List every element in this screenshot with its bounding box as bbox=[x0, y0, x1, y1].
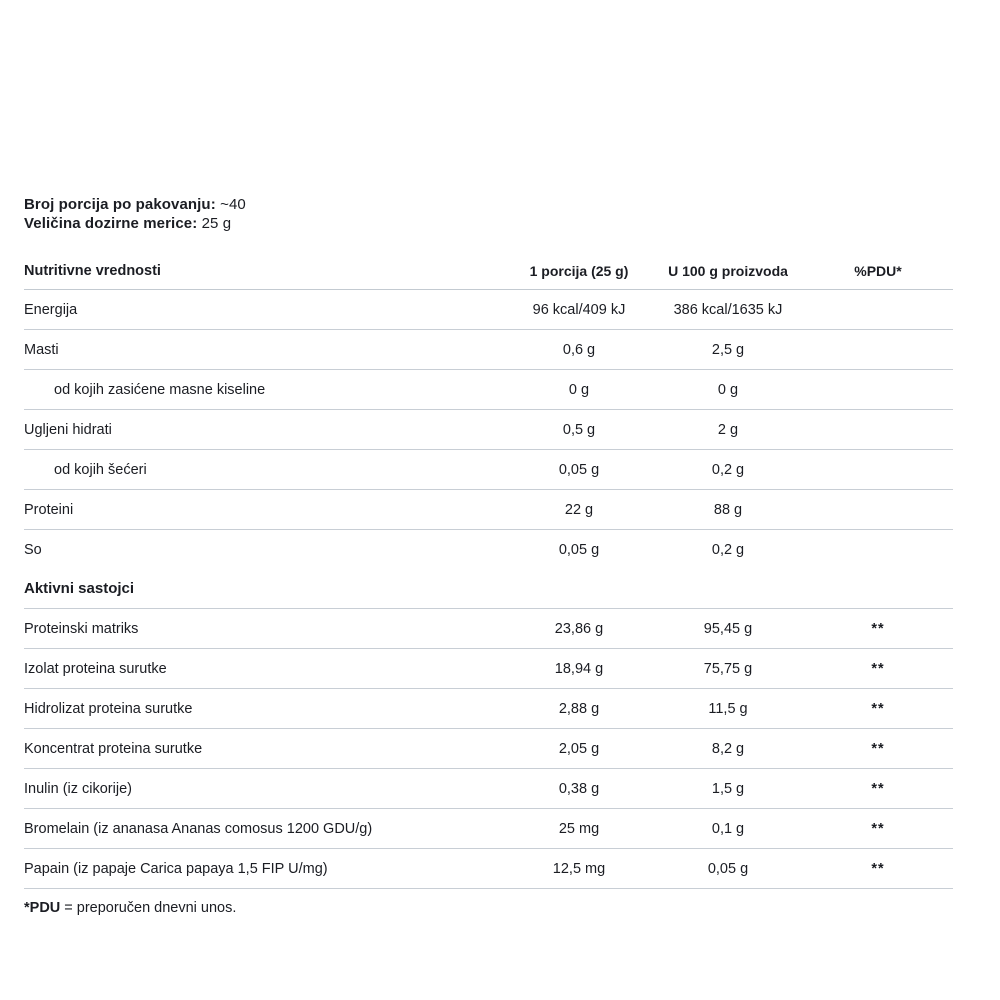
per-serving-value: 0,38 g bbox=[558, 780, 600, 797]
table-row: Energija 96 kcal/409 kJ 386 kcal/1635 kJ bbox=[24, 290, 953, 330]
per-serving-value: 23,86 g bbox=[554, 620, 604, 637]
row-label: Energija bbox=[24, 301, 78, 318]
row-label: Hidrolizat proteina surutke bbox=[24, 700, 193, 717]
dose-size-label: Veličina dozirne merice: bbox=[24, 215, 198, 232]
per-serving-value: 0,6 g bbox=[562, 341, 596, 358]
per-100g-value: 75,75 g bbox=[703, 660, 753, 677]
pdu-footnote-text: = preporučen dnevni unos. bbox=[60, 900, 237, 916]
per-100g-value: 2,5 g bbox=[711, 341, 745, 358]
row-label: Papain (iz papaje Carica papaya 1,5 FIP … bbox=[24, 860, 328, 877]
section-title: Aktivni sastojci bbox=[24, 580, 135, 597]
header-per-100g: U 100 g proizvoda bbox=[668, 262, 788, 279]
per-serving-value: 96 kcal/409 kJ bbox=[532, 301, 626, 318]
pdu-value: ** bbox=[871, 740, 885, 757]
nutrition-table: Nutritivne vrednosti 1 porcija (25 g) U … bbox=[24, 252, 953, 889]
per-100g-value: 88 g bbox=[713, 501, 743, 518]
per-serving-value: 25 mg bbox=[558, 820, 600, 837]
per-serving-value: 0 g bbox=[568, 381, 590, 398]
row-label: Bromelain (iz ananasa Ananas comosus 120… bbox=[24, 820, 373, 837]
pdu-footnote: *PDU = preporučen dnevni unos. bbox=[24, 900, 953, 916]
per-100g-value: 0,2 g bbox=[711, 541, 745, 558]
pdu-value: ** bbox=[871, 620, 885, 637]
table-row: Masti 0,6 g 2,5 g bbox=[24, 330, 953, 370]
pdu-value: ** bbox=[871, 820, 885, 837]
table-row: od kojih šećeri 0,05 g 0,2 g bbox=[24, 450, 953, 490]
row-label: Koncentrat proteina surutke bbox=[24, 740, 203, 757]
header-per-serving: 1 porcija (25 g) bbox=[529, 262, 629, 279]
per-serving-value: 2,88 g bbox=[558, 700, 600, 717]
per-100g-value: 386 kcal/1635 kJ bbox=[673, 301, 783, 318]
table-row: Koncentrat proteina surutke 2,05 g 8,2 g ** bbox=[24, 729, 953, 769]
dose-size-value: 25 g bbox=[201, 215, 232, 232]
per-100g-value: 0 g bbox=[717, 381, 739, 398]
table-row: Papain (iz papaje Carica papaya 1,5 FIP … bbox=[24, 849, 953, 889]
pdu-value: ** bbox=[871, 660, 885, 677]
row-label: So bbox=[24, 541, 42, 558]
per-serving-value: 22 g bbox=[564, 501, 594, 518]
row-label: Ugljeni hidrati bbox=[24, 421, 112, 438]
table-header-row: Nutritivne vrednosti 1 porcija (25 g) U … bbox=[24, 252, 953, 290]
section-header-row: Aktivni sastojci bbox=[24, 569, 953, 609]
servings-per-pack-line: Broj porcija po pakovanju: ~40 bbox=[24, 195, 953, 214]
per-100g-value: 0,05 g bbox=[707, 860, 749, 877]
pdu-value: ** bbox=[871, 700, 885, 717]
table-row: Izolat proteina surutke 18,94 g 75,75 g ** bbox=[24, 649, 953, 689]
table-row: So 0,05 g 0,2 g bbox=[24, 530, 953, 569]
per-serving-value: 18,94 g bbox=[554, 660, 604, 677]
header-pdu: %PDU* bbox=[854, 262, 902, 279]
per-100g-value: 1,5 g bbox=[711, 780, 745, 797]
header-nutritional-values: Nutritivne vrednosti bbox=[24, 262, 161, 279]
nutrition-panel: Broj porcija po pakovanju: ~40 Veličina … bbox=[24, 195, 953, 916]
table-row: Ugljeni hidrati 0,5 g 2 g bbox=[24, 410, 953, 450]
per-serving-value: 0,5 g bbox=[562, 421, 596, 438]
servings-per-pack-value: ~40 bbox=[220, 196, 246, 213]
per-100g-value: 0,1 g bbox=[711, 820, 745, 837]
per-serving-value: 0,05 g bbox=[558, 461, 600, 478]
per-serving-value: 0,05 g bbox=[558, 541, 600, 558]
per-100g-value: 0,2 g bbox=[711, 461, 745, 478]
pdu-value: ** bbox=[871, 780, 885, 797]
dose-size-line: Veličina dozirne merice: 25 g bbox=[24, 214, 953, 233]
table-row: Bromelain (iz ananasa Ananas comosus 120… bbox=[24, 809, 953, 849]
pdu-footnote-abbrev: *PDU bbox=[24, 900, 61, 916]
row-label: Proteinski matriks bbox=[24, 620, 139, 637]
table-row: Proteini 22 g 88 g bbox=[24, 490, 953, 530]
table-row: Inulin (iz cikorije) 0,38 g 1,5 g ** bbox=[24, 769, 953, 809]
table-row: Proteinski matriks 23,86 g 95,45 g ** bbox=[24, 609, 953, 649]
table-row: od kojih zasićene masne kiseline 0 g 0 g bbox=[24, 370, 953, 410]
per-serving-value: 2,05 g bbox=[558, 740, 600, 757]
per-100g-value: 95,45 g bbox=[703, 620, 753, 637]
servings-per-pack-label: Broj porcija po pakovanju: bbox=[24, 196, 216, 213]
table-row: Hidrolizat proteina surutke 2,88 g 11,5 g *… bbox=[24, 689, 953, 729]
row-label: Proteini bbox=[24, 501, 74, 518]
per-100g-value: 11,5 g bbox=[708, 700, 748, 717]
serving-info: Broj porcija po pakovanju: ~40 Veličina … bbox=[24, 195, 953, 233]
row-label: Izolat proteina surutke bbox=[24, 660, 167, 677]
pdu-value: ** bbox=[871, 860, 885, 877]
row-label: Masti bbox=[24, 341, 59, 358]
row-label: od kojih šećeri bbox=[54, 461, 147, 478]
per-100g-value: 8,2 g bbox=[711, 740, 745, 757]
row-label: od kojih zasićene masne kiseline bbox=[54, 381, 266, 398]
per-serving-value: 12,5 mg bbox=[552, 860, 606, 877]
per-100g-value: 2 g bbox=[717, 421, 739, 438]
table-body: Energija 96 kcal/409 kJ 386 kcal/1635 kJ Ma… bbox=[24, 290, 953, 889]
row-label: Inulin (iz cikorije) bbox=[24, 780, 132, 797]
